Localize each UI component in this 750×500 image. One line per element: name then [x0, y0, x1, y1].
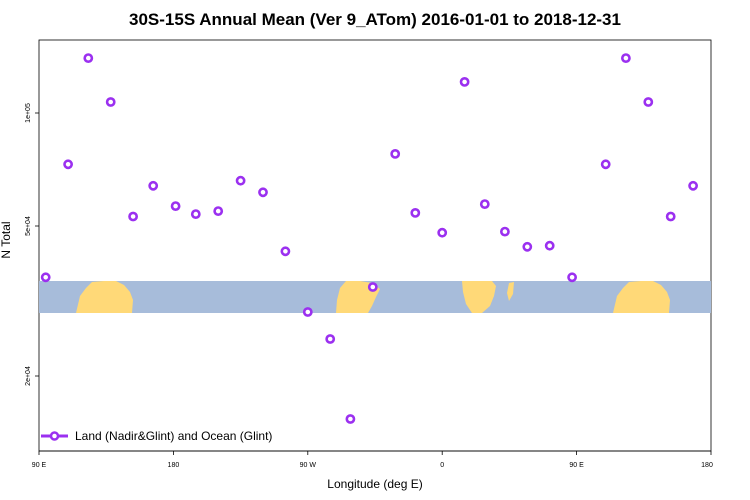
land-australia-left	[76, 281, 133, 313]
data-point	[544, 240, 555, 251]
chart-title: 30S-15S Annual Mean (Ver 9_ATom) 2016-01…	[129, 10, 621, 29]
data-point	[600, 159, 611, 170]
data-point	[302, 307, 313, 317]
data-point	[621, 53, 631, 63]
x-tick-label: 180	[168, 462, 180, 469]
data-point	[643, 97, 654, 107]
data-point	[170, 201, 181, 211]
y-tick-label: 2e+04	[25, 366, 32, 386]
data-point	[235, 175, 246, 186]
data-point	[665, 211, 676, 222]
plot-area	[38, 39, 712, 452]
data-point	[410, 207, 421, 218]
x-tick-label: 90 W	[300, 462, 317, 469]
data-point	[83, 53, 94, 63]
data-point	[390, 148, 401, 159]
legend: Land (Nadir&Glint) and Ocean (Glint)	[41, 429, 272, 443]
data-point	[325, 334, 336, 344]
land-madagascar	[507, 282, 514, 301]
data-point	[522, 241, 533, 252]
data-point	[63, 159, 73, 170]
data-point	[40, 272, 51, 283]
data-point	[280, 246, 291, 257]
data-point	[105, 97, 116, 107]
y-axis: 1e+05 5e+04 2e+04	[25, 103, 39, 386]
legend-marker	[49, 431, 60, 441]
data-points	[40, 53, 698, 424]
land-australia-right	[613, 281, 670, 313]
data-point	[479, 199, 490, 209]
data-point	[688, 180, 698, 191]
legend-label: Land (Nadir&Glint) and Ocean (Glint)	[75, 429, 272, 443]
y-tick-label: 5e+04	[25, 216, 32, 236]
x-axis-label: Longitude (deg E)	[327, 477, 422, 491]
data-point	[367, 282, 378, 292]
land-africa	[462, 281, 496, 313]
data-point	[345, 414, 356, 424]
x-axis: 90 E 180 90 W 0 90 E 180	[32, 450, 713, 469]
x-tick-label: 90 E	[569, 462, 584, 469]
y-tick-label: 1e+05	[25, 103, 32, 123]
x-tick-label: 180	[701, 462, 713, 469]
data-point	[258, 187, 268, 198]
data-point	[437, 227, 448, 238]
data-point	[148, 180, 159, 191]
x-tick-label: 0	[440, 462, 444, 469]
y-axis-label: N Total	[0, 221, 13, 258]
data-point	[190, 209, 201, 219]
data-point	[459, 77, 470, 87]
data-point	[128, 211, 138, 222]
data-point	[213, 206, 224, 216]
data-point	[499, 226, 510, 237]
data-point	[567, 272, 577, 283]
x-tick-label: 90 E	[32, 462, 47, 469]
